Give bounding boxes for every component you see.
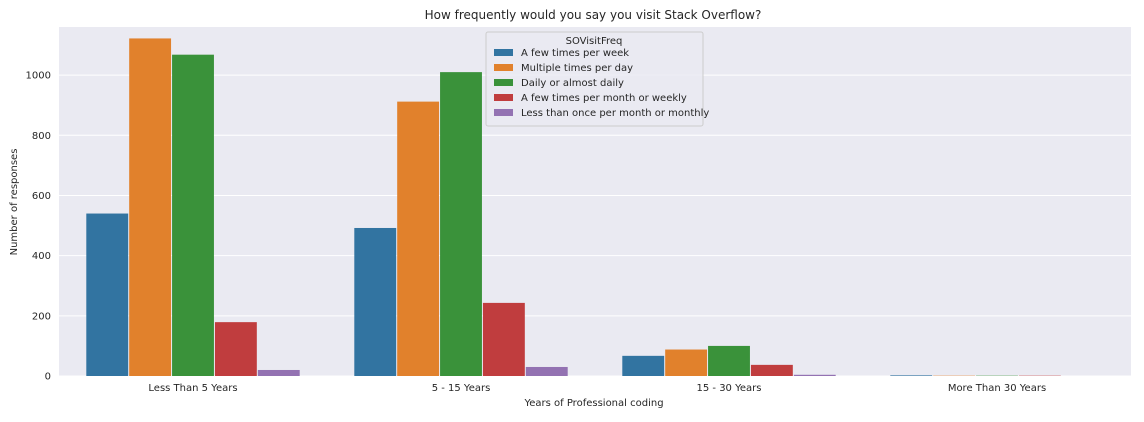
x-tick-label: 5 - 15 Years	[432, 383, 491, 394]
y-tick-label: 400	[32, 251, 51, 262]
bar	[890, 375, 933, 376]
bar	[214, 322, 257, 376]
legend-label: Less than once per month or monthly	[521, 108, 709, 119]
bar	[750, 364, 793, 376]
y-tick-label: 600	[32, 191, 51, 202]
bar	[440, 72, 482, 377]
bar	[397, 101, 440, 376]
legend-label: A few times per week	[521, 48, 629, 59]
legend-swatch	[494, 94, 513, 101]
bar	[257, 369, 300, 376]
x-tick-label: Less Than 5 Years	[148, 383, 237, 394]
bar	[525, 366, 568, 376]
bar	[129, 38, 172, 376]
bar	[622, 355, 665, 376]
legend: SOVisitFreq A few times per week Multiple…	[485, 31, 709, 127]
y-tick-label: 200	[32, 311, 51, 322]
x-tick-labels: Less Than 5 Years 5 - 15 Years 15 - 30 Yea…	[148, 383, 1046, 394]
bars	[86, 38, 1061, 377]
y-tick-labels: 0 200 400 600 800 1000	[26, 71, 51, 383]
bar	[708, 345, 750, 376]
legend-swatch	[494, 79, 513, 86]
bar	[86, 213, 129, 376]
legend-label: Daily or almost daily	[521, 78, 624, 89]
bar	[482, 302, 525, 376]
legend-label: A few times per month or weekly	[521, 93, 687, 104]
bar	[354, 227, 397, 376]
legend-swatch	[494, 64, 513, 71]
legend-label: Multiple times per day	[521, 63, 633, 74]
y-tick-label: 1000	[26, 71, 51, 82]
bar	[665, 349, 708, 376]
bar	[793, 374, 836, 376]
y-tick-label: 0	[45, 372, 51, 383]
y-axis-label: Number of responses	[9, 149, 20, 256]
bar	[172, 54, 214, 376]
chart-title: How frequently would you say you visit S…	[425, 8, 762, 22]
y-tick-label: 800	[32, 131, 51, 142]
x-axis-label: Years of Professional coding	[523, 398, 663, 409]
legend-box	[485, 31, 704, 127]
legend-swatch	[494, 49, 513, 56]
legend-title: SOVisitFreq	[566, 36, 623, 47]
x-tick-label: 15 - 30 Years	[697, 383, 762, 394]
x-tick-label: More Than 30 Years	[948, 383, 1046, 394]
legend-swatch	[494, 109, 513, 116]
